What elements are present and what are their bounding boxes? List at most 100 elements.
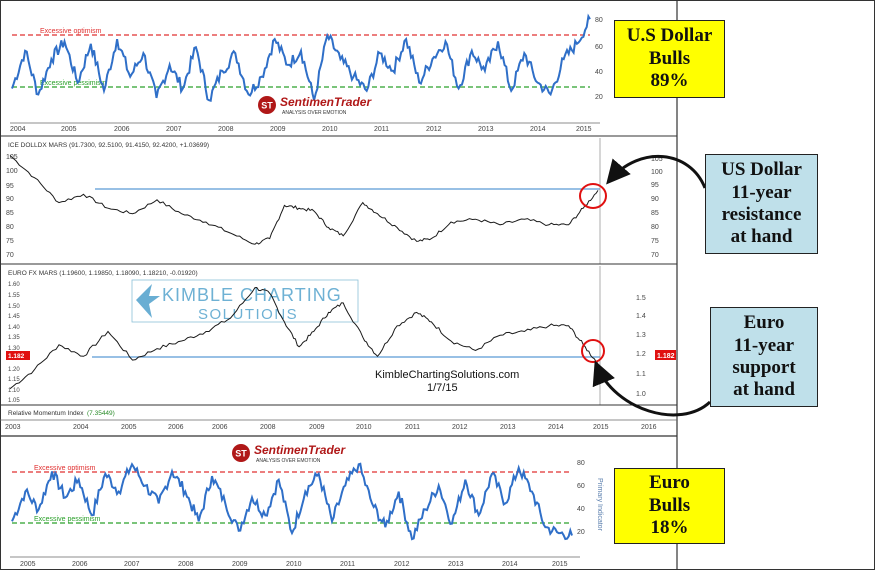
- euro-left-price-badge-text: 1.182: [8, 353, 25, 360]
- dollar-ytick: 100: [651, 169, 663, 176]
- dollar-ytick: 75: [651, 238, 659, 245]
- usd-callout-arrow: [606, 155, 707, 189]
- euro-support-line1: Euro: [743, 312, 785, 334]
- xtick-label: 2009: [309, 424, 325, 431]
- dollar-ytick: 90: [6, 196, 14, 203]
- euro-yticks-left: 1.60 1.55 1.50 1.45 1.40 1.35 1.30 1.25 …: [8, 282, 20, 404]
- euro-ytick: 1.3: [636, 332, 646, 339]
- rmi-header-value: (7.35449): [87, 410, 115, 417]
- dollar-yticks-left: 105 100 95 90 85 80 75 70: [6, 154, 18, 259]
- xtick-label: 2015: [576, 126, 592, 133]
- euro-last-price-badge: [655, 350, 676, 360]
- kimble-line2: SOLUTIONS: [198, 306, 298, 323]
- euro-price-panel: EURO FX MARS (1.19600, 1.19850, 1.18090,…: [6, 266, 676, 405]
- euro-bulls-line3: 18%: [650, 517, 689, 539]
- usd-ytick: 20: [595, 94, 603, 101]
- euro-support-callout: Euro 11-year support at hand: [710, 307, 818, 407]
- dollar-yticks-right: 105 100 95 90 85 80 75 70: [651, 156, 663, 259]
- xtick-label: 2006: [212, 424, 228, 431]
- euro-support-line2: 11-year: [733, 334, 795, 356]
- dollar-header: ICE DOLLDX MARS (91.7300, 92.5100, 91.41…: [8, 142, 209, 149]
- dollar-ytick: 70: [651, 252, 659, 259]
- sentimentrader-name: SentimenTrader: [280, 95, 372, 109]
- usd-ytick: 60: [595, 44, 603, 51]
- dollar-price-line: [9, 155, 599, 245]
- xtick-label: 2014: [530, 126, 546, 133]
- xtick-label: 2015: [552, 561, 568, 568]
- xtick-label: 2013: [478, 126, 494, 133]
- xtick-label: 2005: [20, 561, 36, 568]
- kimble-line1: KIMBLE CHARTING: [162, 285, 342, 305]
- usd-resistance-line2: 11-year: [731, 181, 792, 203]
- rmi-header-name: Relative Momentum Index: [8, 410, 84, 417]
- euro-sent-ytick: 20: [577, 529, 585, 536]
- euro-header: EURO FX MARS (1.19600, 1.19850, 1.18090,…: [8, 270, 198, 277]
- euro-ytick: 1.40: [8, 325, 20, 331]
- dollar-ytick: 85: [6, 210, 14, 217]
- dollar-ytick: 80: [6, 224, 14, 231]
- sentimentrader-monogram-icon: [232, 444, 250, 462]
- sentimentrader-monogram-icon: [258, 96, 276, 114]
- euro-support-line3: support: [732, 357, 796, 378]
- xtick-label: 2011: [340, 561, 355, 568]
- xtick-label: 2005: [61, 126, 77, 133]
- euro-ytick: 1.5: [636, 295, 646, 302]
- euro-sentiment-yticks: 80 60 40 20: [577, 460, 585, 536]
- xtick-label: 2014: [502, 561, 518, 568]
- xtick-label: 2015: [593, 424, 609, 431]
- euro-ytick: 1.0: [636, 391, 646, 398]
- euro-left-price-badge: [6, 351, 30, 360]
- usd-optimism-label: Excessive optimism: [40, 28, 102, 35]
- euro-bulls-callout: Euro Bulls 18%: [614, 468, 725, 544]
- euro-sentiment-xticks: 2005 2006 2007 2008 2009 2010 2011 2012 …: [20, 561, 568, 568]
- usd-sentiment-yticks: 80 60 40 20: [595, 17, 603, 101]
- usd-sentiment-line: [11, 13, 591, 102]
- dollar-ytick: 90: [651, 196, 659, 203]
- euro-ytick: 1.35: [8, 335, 20, 341]
- euro-bulls-line1: Euro: [649, 472, 690, 494]
- xtick-label: 2014: [548, 424, 564, 431]
- euro-highlight-circle: [581, 339, 605, 363]
- kimble-site: KimbleChartingSolutions.com: [375, 369, 519, 381]
- euro-ytick: 1.05: [8, 398, 20, 404]
- usd-bulls-callout: U.S Dollar Bulls 89%: [614, 20, 725, 98]
- euro-pessimism-label: Excessive pessimism: [34, 516, 101, 523]
- xtick-label: 2011: [405, 424, 420, 431]
- usd-ytick: 40: [595, 69, 603, 76]
- xtick-label: 2016: [641, 424, 657, 431]
- usd-resistance-line3: resistance: [721, 204, 802, 225]
- euro-ytick: 1.50: [8, 304, 20, 310]
- usd-ytick: 80: [595, 17, 603, 24]
- xtick-label: 2008: [218, 126, 234, 133]
- xtick-label: 2009: [232, 561, 248, 568]
- xtick-label: 2013: [500, 424, 516, 431]
- xtick-label: 2010: [356, 424, 372, 431]
- dollar-ytick: 95: [6, 183, 14, 190]
- euro-ytick: 1.10: [8, 388, 20, 394]
- dollar-ytick: 95: [651, 182, 659, 189]
- dollar-ytick: 75: [6, 238, 14, 245]
- dollar-ytick: 85: [651, 210, 659, 217]
- xtick-label: 2012: [426, 126, 442, 133]
- xtick-label: 2012: [394, 561, 410, 568]
- xtick-label: 2006: [168, 424, 184, 431]
- euro-ytick: 1.45: [8, 314, 20, 320]
- euro-support-line4: at hand: [733, 379, 795, 401]
- xtick-label: 2010: [286, 561, 302, 568]
- usd-resistance-callout: US Dollar 11-year resistance at hand: [705, 154, 818, 254]
- dollar-ytick: 70: [6, 252, 14, 259]
- euro-ytick: 1.20: [8, 367, 20, 373]
- euro-yticks-right: 1.5 1.4 1.3 1.2 1.1 1.0: [636, 295, 646, 398]
- euro-ytick: 1.4: [636, 313, 646, 320]
- euro-ytick: 1.55: [8, 293, 20, 299]
- sentimentrader-monogram: ST: [235, 449, 247, 459]
- sentimentrader-tagline: ANALYSIS OVER EMOTION: [282, 110, 347, 116]
- xtick-label: 2004: [10, 126, 26, 133]
- dollar-ytick: 100: [6, 168, 18, 175]
- xtick-label: 2006: [72, 561, 88, 568]
- xtick-label: 2013: [448, 561, 464, 568]
- euro-ytick: 1.30: [8, 346, 20, 352]
- rmi-xticks: 2003 2004 2005 2006 2006 2008 2009 2010 …: [5, 424, 657, 431]
- xtick-label: 2011: [374, 126, 389, 133]
